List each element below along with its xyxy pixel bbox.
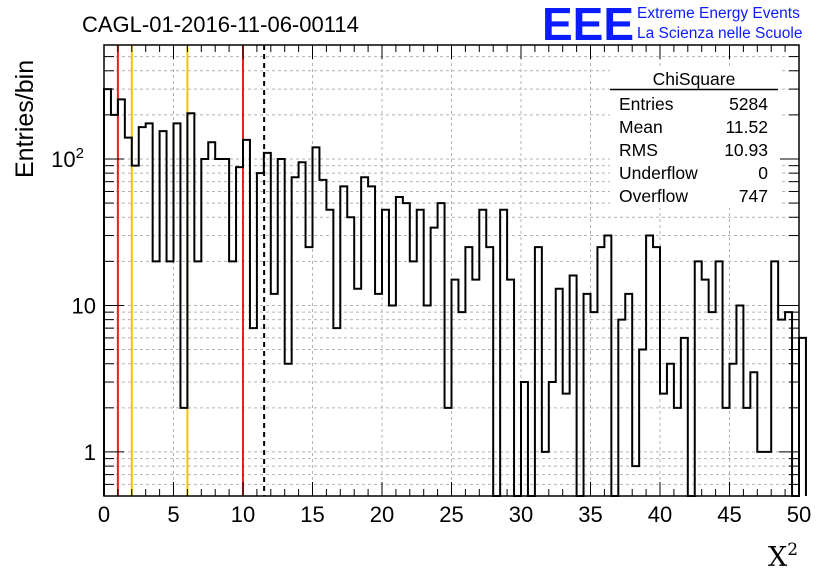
stats-overflow-value: 747 <box>739 186 768 206</box>
histogram <box>103 88 807 497</box>
histogram-line <box>103 88 807 497</box>
y-axis-label: Entries/bin <box>11 60 39 178</box>
x-axis-label: X2 <box>768 540 798 572</box>
x-tick-label: 0 <box>98 502 110 527</box>
stats-underflow-value: 0 <box>758 163 768 183</box>
x-tick-label: 20 <box>370 502 394 527</box>
x-tick-label: 5 <box>167 502 179 527</box>
stats-box: ChiSquare Entries 5284 Mean 11.52 RMS 10… <box>610 68 780 208</box>
logo-subtitle-2: La Scienza nelle Scuole <box>637 25 802 42</box>
y-tick-label: 10 <box>72 293 96 318</box>
stats-entries-label: Entries <box>619 94 674 114</box>
stats-mean-value: 11.52 <box>726 117 769 137</box>
eee-logo: EEE <box>542 0 634 50</box>
axes <box>103 44 800 497</box>
stats-overflow-label: Overflow <box>619 186 688 206</box>
logo-subtitle-1: Extreme Energy Events <box>637 5 800 22</box>
x-tick-label: 30 <box>509 502 533 527</box>
stats-rms-value: 10.93 <box>724 140 768 160</box>
x-tick-label: 10 <box>231 502 255 527</box>
y-tick-labels: 1 10 102 <box>51 145 96 465</box>
x-tick-label: 50 <box>787 502 811 527</box>
x-tick-label: 40 <box>648 502 672 527</box>
x-tick-label: 35 <box>578 502 602 527</box>
x-tick-label: 15 <box>300 502 324 527</box>
stats-underflow-label: Underflow <box>619 163 698 183</box>
stats-rms-label: RMS <box>619 140 658 160</box>
x-tick-labels: 0 5 10 15 20 25 30 35 40 45 50 <box>98 502 811 527</box>
stats-mean-label: Mean <box>619 117 663 137</box>
chart-title: CAGL-01-2016-11-06-00114 <box>82 12 359 37</box>
stats-box-background <box>610 68 780 208</box>
grid <box>104 45 799 496</box>
y-tick-label: 102 <box>51 145 84 172</box>
stats-title: ChiSquare <box>653 69 736 89</box>
y-tick-label: 1 <box>84 440 96 465</box>
x-tick-label: 25 <box>439 502 463 527</box>
x-tick-label: 45 <box>717 502 741 527</box>
stats-entries-value: 5284 <box>729 94 768 114</box>
